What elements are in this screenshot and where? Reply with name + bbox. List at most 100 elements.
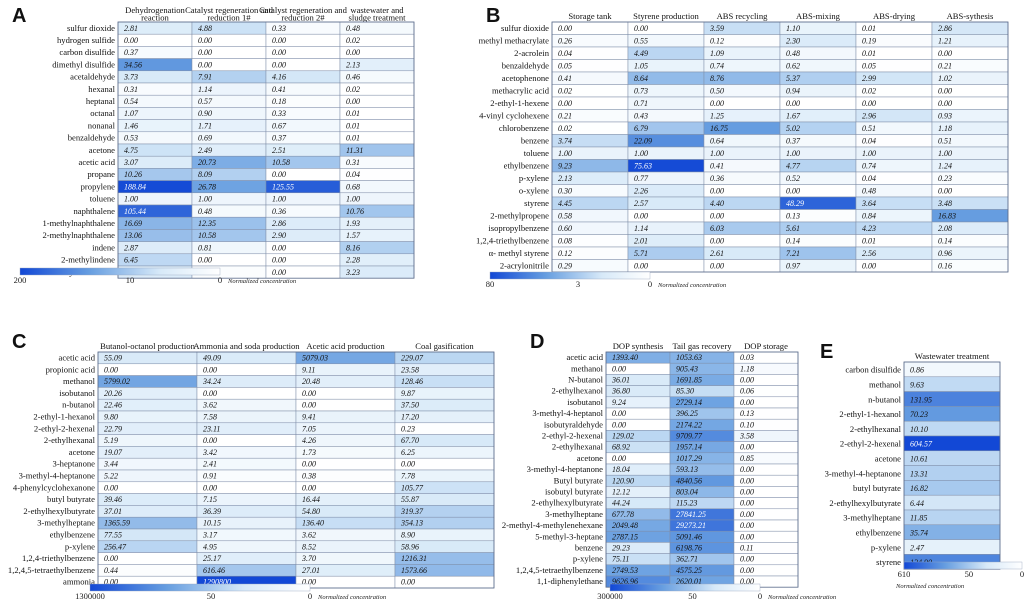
heatmap-a-cell-value: 11.31	[346, 146, 363, 155]
heatmap-d-cell-value: 1957.14	[676, 443, 702, 452]
heatmap-a-cell-value: 4.88	[198, 24, 212, 33]
heatmap-b-cell-value: 0.02	[558, 124, 572, 133]
heatmap-c-cell-value: 0.23	[401, 424, 415, 433]
heatmap-a-row-label: hydrogen sulfide	[57, 35, 115, 45]
heatmap-b-cell-value: 0.00	[938, 187, 952, 196]
heatmap-d-cell-value: 0.00	[740, 555, 754, 564]
heatmap-a-cell-value: 0.90	[198, 109, 212, 118]
heatmap-b-grid: Storage tank Styrene production ABS recycl…	[476, 11, 1009, 273]
heatmap-c-cell-value: 0.00	[401, 578, 415, 587]
heatmap-c-cell-value: 19.07	[104, 448, 123, 457]
heatmap-a-cell-value: 2.51	[272, 146, 286, 155]
heatmap-b-cell-value: 3.59	[709, 24, 724, 33]
heatmap-b-cell-value: 0.14	[786, 237, 800, 246]
heatmap-c-cell-value: 0.00	[104, 365, 118, 374]
panel-b-label: B	[486, 5, 501, 27]
heatmap-c-cell-value: 9.87	[401, 389, 416, 398]
heatmap-b-cell-value: 0.12	[710, 37, 724, 46]
heatmap-b-cell-value: 2.26	[634, 187, 648, 196]
heatmap-d-row-label: 2-ethyl-2-hexenal	[542, 430, 604, 440]
legend-title: Normalized concentration	[227, 278, 296, 285]
legend-min-label: 0	[1020, 569, 1024, 579]
heatmap-d-col-header: DOP synthesis	[613, 341, 664, 351]
heatmap-a-cell-value: 1.57	[346, 231, 361, 240]
heatmap-a-cell-value: 12.35	[198, 219, 216, 228]
heatmap-a-frame	[117, 21, 415, 279]
heatmap-d-cell-value: 0.00	[612, 454, 626, 463]
heatmap-a-cell-value: 6.45	[124, 256, 138, 265]
heatmap-b-cell-value: 16.75	[710, 124, 728, 133]
heatmap-b-cell-value: 1.00	[786, 149, 800, 158]
heatmap-a-cell-value: 2.49	[198, 146, 212, 155]
heatmap-d-grid: DOP synthesis Tail gas recovery DOP storag…	[502, 341, 799, 588]
heatmap-b-cell-value: 0.43	[634, 112, 648, 121]
heatmap-a-cell-value: 0.00	[346, 97, 360, 106]
heatmap-b-cell-value: 48.29	[786, 199, 804, 208]
heatmap-b-cell-value: 16.83	[938, 212, 956, 221]
heatmap-d-row-label: isobutanol	[567, 397, 603, 407]
heatmap-a-cell-value: 3.23	[345, 268, 360, 277]
heatmap-a-cell-value: 0.00	[272, 48, 286, 57]
heatmap-b-row-label: 4-vinyl cyclohexene	[479, 111, 549, 121]
heatmap-a-row-label: indene	[92, 242, 115, 252]
heatmap-c-cell-value: 9.11	[302, 365, 315, 374]
heatmap-b-cell-value: 2.08	[938, 224, 952, 233]
heatmap-b-cell-value: 0.51	[938, 137, 952, 146]
heatmap-b-row-label: 2-ethyl-1-hexene	[490, 98, 549, 108]
heatmap-b-cell-value: 4.49	[634, 49, 648, 58]
heatmap-c-cell-value: 0.44	[104, 566, 118, 575]
heatmap-e-cell-value: 11.85	[910, 514, 927, 523]
heatmap-b-cell-value: 0.60	[558, 224, 572, 233]
heatmap-b-cell-value: 4.23	[862, 224, 876, 233]
heatmap-c-cell-value: 77.55	[104, 530, 122, 539]
heatmap-b-row-label: styrene	[524, 198, 549, 208]
heatmap-d-row-label: 1,2,4,5-tetraethylbenzene	[516, 565, 603, 575]
heatmap-e-cell-value: 2.47	[910, 543, 925, 552]
panel-c-label: C	[12, 331, 27, 353]
heatmap-b-cell-value: 3.64	[861, 199, 876, 208]
heatmap-b-cell-value: 0.00	[634, 262, 648, 271]
heatmap-b-cell-value: 6.79	[634, 124, 648, 133]
heatmap-e-row-label: acetone	[875, 453, 901, 463]
heatmap-b-cell-value: 8.64	[634, 74, 648, 83]
heatmap-b-cell-value: 4.40	[710, 199, 724, 208]
heatmap-a-col-header: wastewater and sludge treatment	[348, 5, 406, 23]
heatmap-e-row-label: methanol	[869, 379, 902, 389]
heatmap-a-cell-value: 0.41	[272, 85, 286, 94]
heatmap-b-cell-value: 0.00	[710, 262, 724, 271]
legend-mid-label: 50	[207, 591, 216, 601]
heatmap-b-row-label: benzene	[521, 136, 549, 146]
heatmap-b-cell-value: 0.41	[710, 162, 724, 171]
heatmap-d-cell-value: 0.03	[740, 353, 754, 362]
heatmap-a-row-label: 2-methylindene	[61, 255, 115, 265]
heatmap-e-row-label: styrene	[876, 557, 901, 567]
heatmap-c-cell-value: 4.95	[203, 542, 217, 551]
heatmap-c-cell-value: 1.73	[302, 448, 316, 457]
heatmap-d-cell-value: 1393.40	[612, 353, 638, 362]
heatmap-c-cell-value: 22.46	[104, 401, 122, 410]
heatmap-b-cell-value: 1.18	[938, 124, 952, 133]
heatmap-b-cell-value: 0.55	[634, 37, 648, 46]
heatmap-c-cell-value: 25.17	[203, 554, 222, 563]
heatmap-a-cell-value: 0.01	[346, 121, 360, 130]
heatmap-c-cell-value: 319.37	[400, 507, 424, 516]
heatmap-b-cell-value: 2.13	[558, 174, 572, 183]
heatmap-b-cell-value: 0.37	[786, 137, 801, 146]
heatmap-c-cell-value: 0.00	[302, 460, 316, 469]
heatmap-b-cell-value: 0.58	[558, 212, 572, 221]
heatmap-c-cell-value: 37.01	[103, 507, 122, 516]
heatmap-a-cell-value: 2.81	[124, 24, 138, 33]
heatmap-b-cell-value: 0.74	[862, 162, 876, 171]
heatmap-a-cell-value: 0.53	[124, 134, 138, 143]
heatmap-d-cell-value: 36.01	[611, 375, 630, 384]
heatmap-b-cell-value: 22.09	[634, 137, 652, 146]
heatmap-b-row-label: acetophenone	[502, 73, 549, 83]
heatmap-d-cell-value: 0.00	[740, 398, 754, 407]
heatmap-a-cell-value: 2.87	[124, 243, 139, 252]
panel-c: C Butanol-octanol production Ammonia and …	[0, 320, 500, 611]
heatmap-b-cell-value: 0.52	[786, 174, 800, 183]
heatmap-a-cell-value: 0.00	[272, 268, 286, 277]
legend-min-label: 0	[648, 279, 652, 289]
heatmap-d-cell-value: 0.00	[740, 443, 754, 452]
heatmap-c-cell-value: 0.38	[302, 471, 316, 480]
